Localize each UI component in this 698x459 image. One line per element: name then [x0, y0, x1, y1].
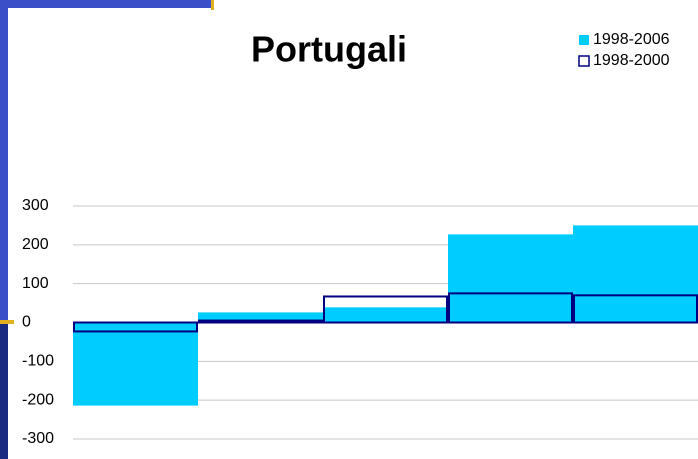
y-tick-label: 0 — [22, 314, 31, 331]
bar — [448, 234, 573, 323]
slide-stripe — [0, 324, 8, 459]
bar-outline — [573, 294, 698, 324]
y-tick-label: -100 — [22, 353, 54, 370]
y-tick-label: -300 — [22, 430, 54, 447]
bar — [73, 322, 198, 406]
bar-outline — [323, 295, 448, 324]
legend-swatch — [578, 55, 590, 67]
legend-label: 1998-2000 — [593, 52, 670, 69]
slide-accent — [211, 0, 214, 10]
legend-label: 1998-2006 — [593, 31, 670, 48]
slide-stripe — [0, 0, 8, 320]
y-tick-label: 100 — [22, 275, 49, 292]
bar — [573, 225, 698, 323]
bar-outline — [448, 292, 573, 324]
bar-outline — [198, 319, 323, 324]
y-tick-label: 200 — [22, 236, 49, 253]
bar-outline — [73, 321, 198, 333]
y-tick-label: -200 — [22, 391, 54, 408]
slide-top-band — [0, 0, 212, 8]
y-tick-label: 300 — [22, 197, 49, 214]
slide-accent — [0, 320, 14, 324]
chart-title: Portugali — [251, 29, 407, 70]
bar — [323, 307, 448, 323]
legend-swatch — [579, 35, 589, 45]
bar — [198, 312, 323, 323]
